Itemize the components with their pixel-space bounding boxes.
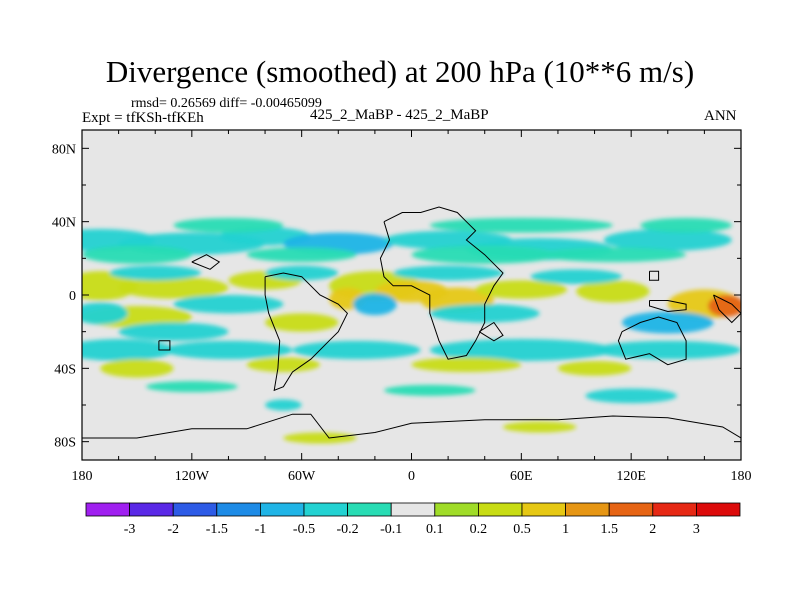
field-contour <box>109 265 201 281</box>
y-tick-label: 80N <box>52 142 76 157</box>
field-contour <box>539 247 687 262</box>
field-contour <box>265 399 302 411</box>
x-tick-label: 180 <box>72 469 93 484</box>
colorbar-swatch <box>434 502 479 517</box>
y-tick-label: 80S <box>54 436 76 451</box>
colorbar-swatch <box>172 502 218 517</box>
colorbar-label: 3 <box>693 522 700 537</box>
colorbar-swatch <box>303 502 348 517</box>
field-contour <box>576 280 650 303</box>
coastline <box>478 321 504 342</box>
colorbar-swatch <box>390 502 436 517</box>
x-tick-label: 0 <box>408 469 415 484</box>
case-comparison-label: 425_2_MaBP - 425_2_MaBP <box>310 107 489 123</box>
x-tick-label: 120W <box>175 469 210 484</box>
field-contour <box>384 384 476 396</box>
field-contour <box>429 218 613 233</box>
coastline <box>191 254 221 270</box>
colorbar-swatch <box>216 502 261 517</box>
field-contour <box>82 271 137 301</box>
x-axis: 180 120W 60W 0 60E 120E 180 <box>72 130 752 484</box>
colorbar-swatch <box>608 502 654 517</box>
coastline <box>617 316 687 366</box>
field-contour <box>640 218 732 233</box>
field-contour <box>164 340 293 360</box>
colorbar: -3 -2 -1.5 -1 -0.5 -0.2 -0.1 0.1 0.2 0.5 1 1.5 2 3 <box>85 502 741 537</box>
x-tick-label: 180 <box>731 469 752 484</box>
field-contour <box>411 357 522 372</box>
colorbar-label: 1.5 <box>600 522 618 537</box>
divergence-field <box>82 218 741 444</box>
x-tick-label: 120E <box>616 469 646 484</box>
field-contour <box>352 293 397 316</box>
coastline <box>713 294 741 324</box>
y-tick-label: 40N <box>52 216 76 231</box>
y-tick-label: 0 <box>69 289 76 304</box>
continent-outlines <box>82 206 741 439</box>
colorbar-label: -3 <box>124 522 136 537</box>
field-contour <box>594 340 741 360</box>
field-contour <box>100 359 174 378</box>
colorbar-label: 2 <box>649 522 656 537</box>
colorbar-label: 1 <box>562 522 569 537</box>
colorbar-label: -1 <box>255 522 267 537</box>
field-contour <box>82 339 174 361</box>
field-contour <box>118 322 229 341</box>
colorbar-swatch <box>696 502 741 517</box>
colorbar-label: 0.5 <box>513 522 531 537</box>
colorbar-label: -0.2 <box>337 522 359 537</box>
colorbar-label: 0.1 <box>426 522 444 537</box>
field-contour <box>265 313 339 332</box>
field-contour <box>246 247 357 262</box>
colorbar-swatch <box>652 502 697 517</box>
colorbar-swatch <box>521 502 566 517</box>
experiment-label: Expt = tfKSh-tfKEh <box>82 110 204 126</box>
colorbar-label: -2 <box>167 522 179 537</box>
field-contour <box>292 340 421 360</box>
field-contour <box>283 432 357 444</box>
colorbar-swatch <box>85 502 130 517</box>
field-contour <box>475 280 568 299</box>
field-contour <box>173 218 284 233</box>
colorbar-swatch <box>129 502 174 517</box>
colorbar-swatch <box>477 502 523 517</box>
season-label: ANN <box>704 108 737 124</box>
field-contour <box>82 302 128 325</box>
field-contour <box>246 357 320 372</box>
y-tick-label: 40S <box>54 362 76 377</box>
y-axis: 80N 40N 0 40S 80S <box>52 142 741 451</box>
x-tick-label: 60W <box>288 469 316 484</box>
field-contour <box>503 421 577 433</box>
field-contour <box>173 295 284 314</box>
coastline <box>158 340 171 351</box>
coastline <box>264 272 349 392</box>
field-contour <box>603 229 732 251</box>
coastline <box>649 300 687 313</box>
field-contour <box>118 276 229 299</box>
coastline <box>82 413 741 439</box>
field-contour <box>265 265 339 281</box>
field-contour <box>393 265 504 281</box>
colorbar-label: 0.2 <box>470 522 488 537</box>
colorbar-label: -0.1 <box>380 522 402 537</box>
field-contour <box>82 245 192 264</box>
colorbar-swatch <box>565 502 610 517</box>
field-contour <box>530 269 623 284</box>
field-contour <box>622 311 714 334</box>
field-contour <box>146 381 238 393</box>
rmsd-diff-stats: rmsd= 0.26569 diff= -0.00465099 <box>131 96 322 111</box>
field-contour <box>557 361 632 376</box>
chart-title: Divergence (smoothed) at 200 hPa (10**6 … <box>105 54 695 89</box>
field-contour <box>429 339 613 361</box>
field-contour <box>708 295 741 317</box>
colorbar-swatch <box>347 502 392 517</box>
x-tick-label: 60E <box>510 469 533 484</box>
colorbar-label: -1.5 <box>206 522 228 537</box>
colorbar-label: -0.5 <box>293 522 315 537</box>
coastline <box>379 206 504 360</box>
field-contour <box>585 388 677 404</box>
colorbar-swatch <box>259 502 305 517</box>
coastline <box>649 270 660 281</box>
